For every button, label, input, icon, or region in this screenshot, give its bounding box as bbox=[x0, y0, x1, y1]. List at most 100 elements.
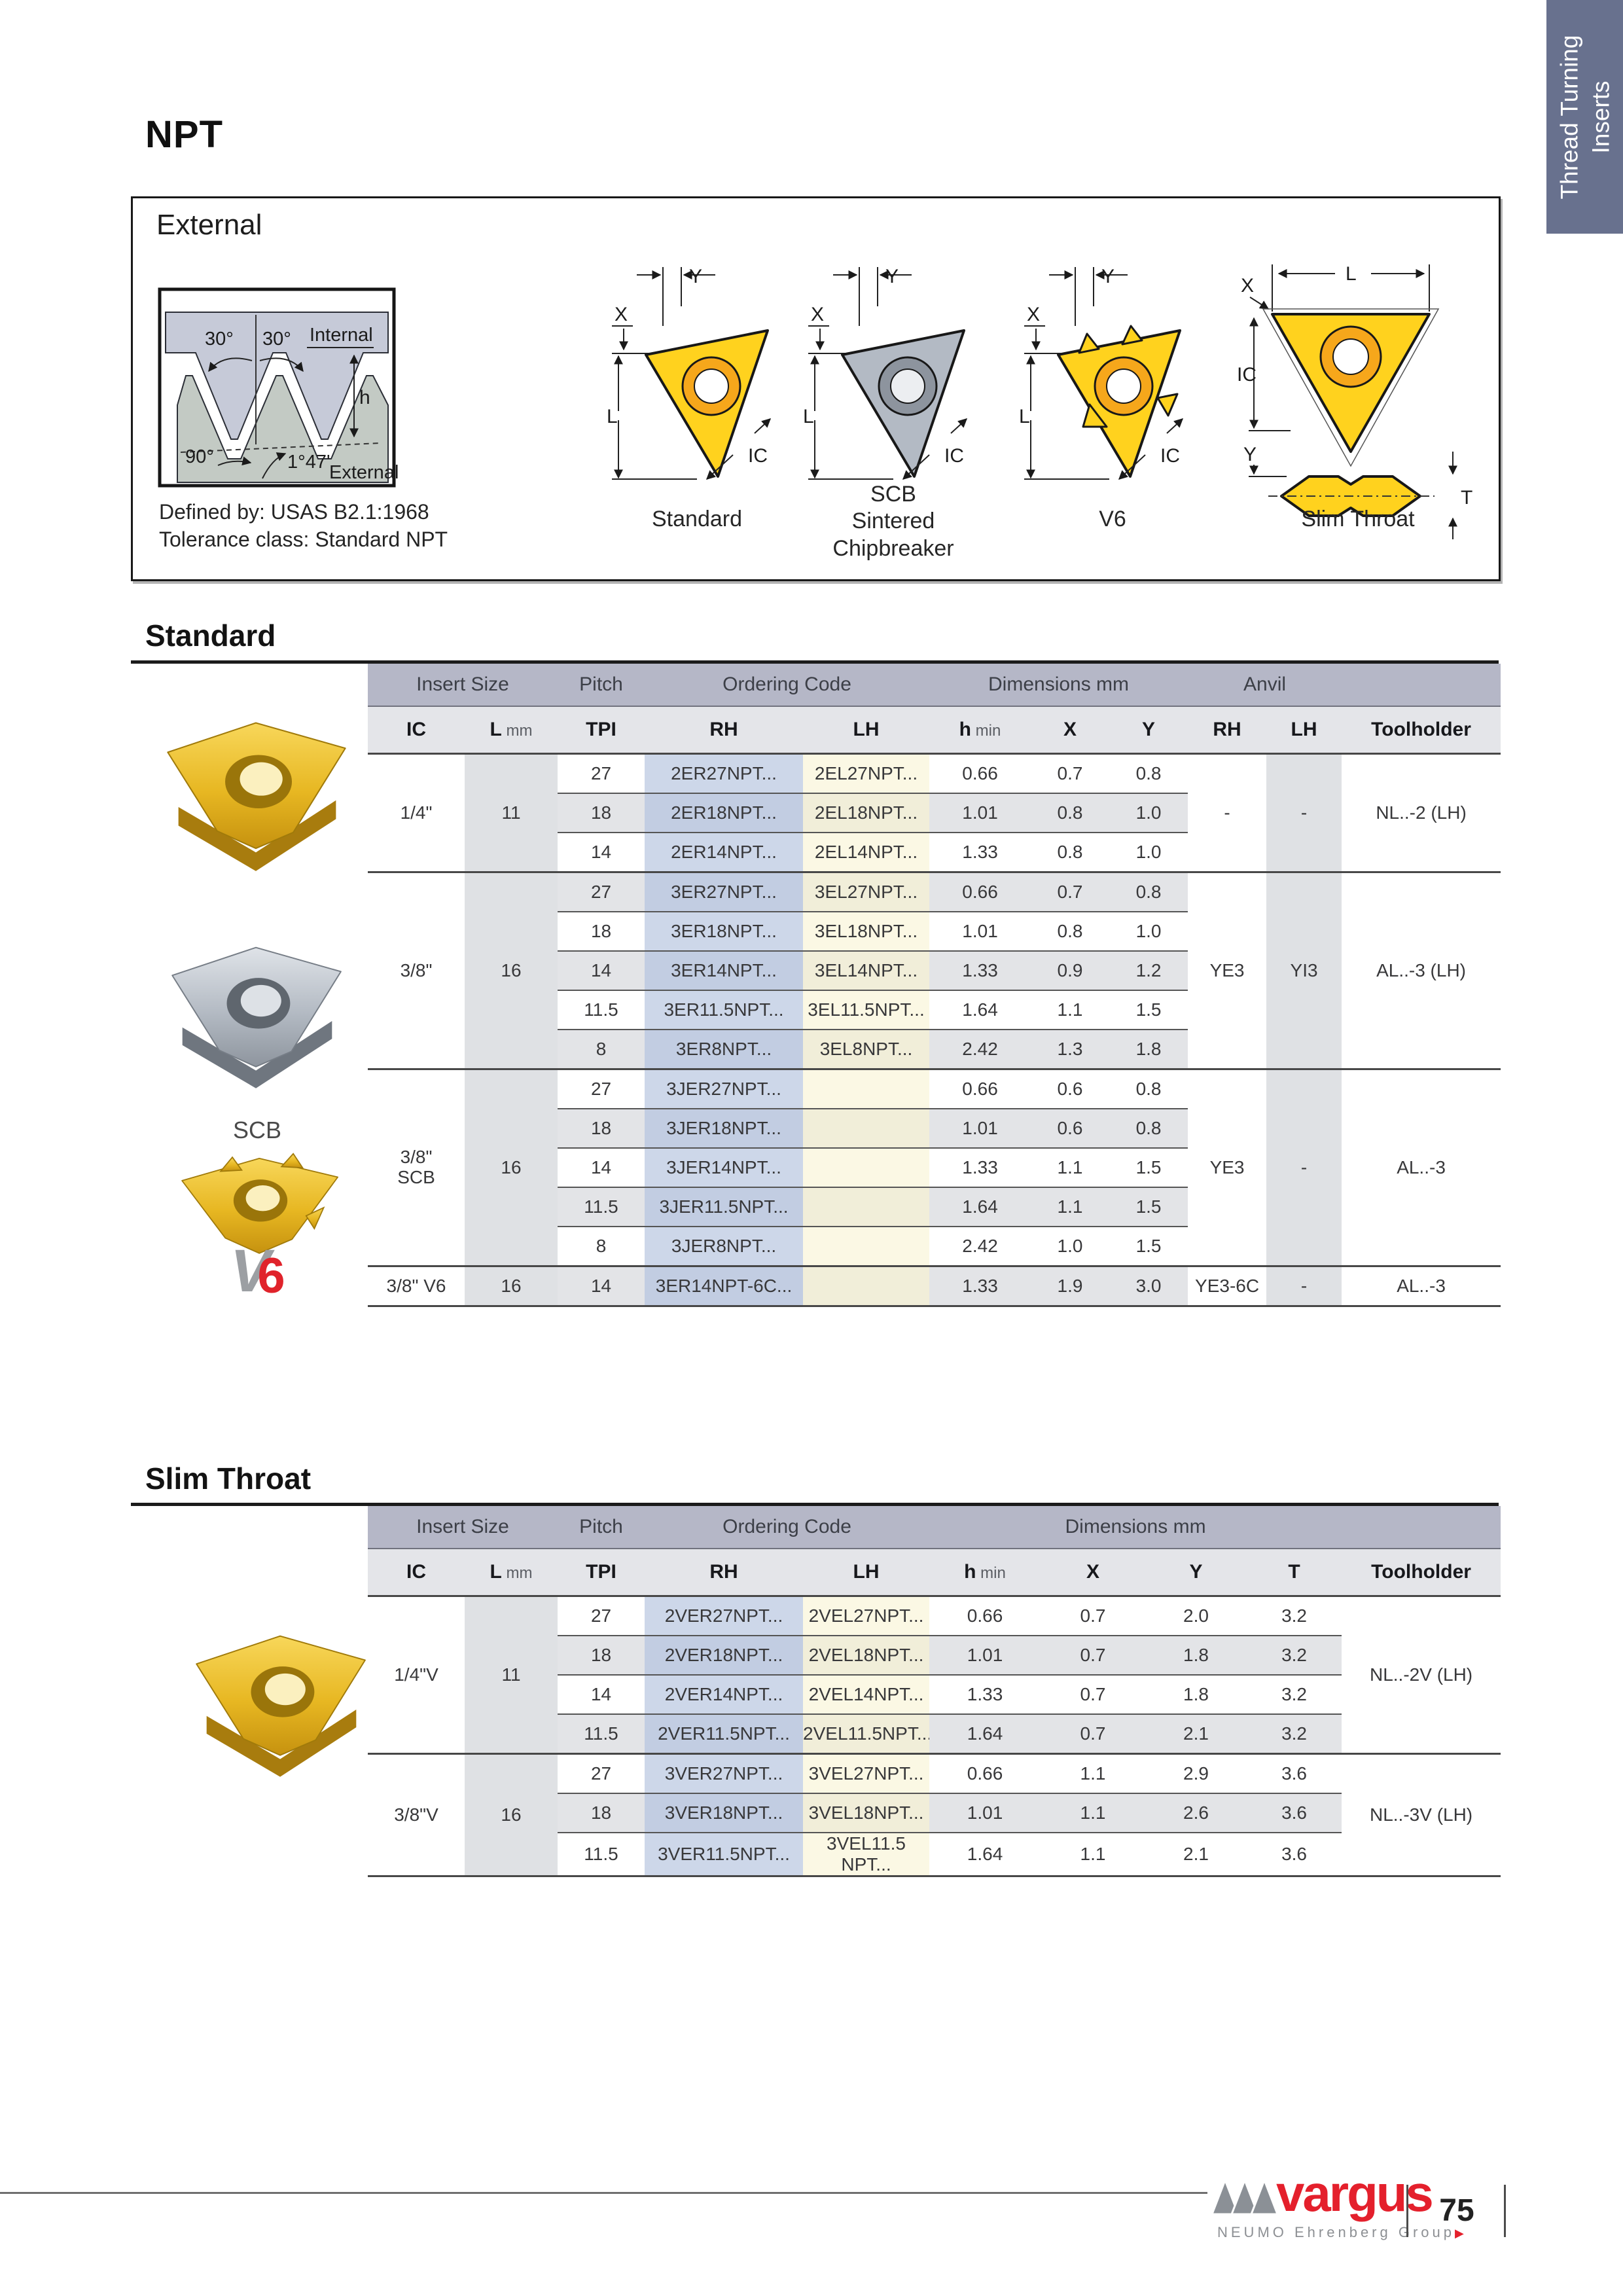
cell-tpi: 8 bbox=[596, 1236, 607, 1256]
cell-tpi: 14 bbox=[590, 842, 612, 862]
header-group: Dimensions mm bbox=[929, 664, 1188, 707]
svg-text:L: L bbox=[1346, 263, 1357, 285]
table-row: 11.5 2VER11.5NPT... 2VEL11.5NPT... 1.64 0.7 2… bbox=[368, 1714, 1501, 1754]
cell-ordering-code-rh: 3JER8NPT... bbox=[645, 1227, 804, 1266]
scb-insert-photo bbox=[171, 946, 342, 1088]
footer-divider-right bbox=[1504, 2185, 1506, 2237]
table-row: 1/4" 11 27 2ER27NPT... 2EL27NPT... 0.66 0.7 0.8… bbox=[368, 753, 1501, 872]
vargus-logo-text: vargus bbox=[1276, 2164, 1434, 2222]
internal-thread-shape bbox=[165, 312, 389, 440]
cell-ordering-code-rh: 3JER18NPT... bbox=[645, 1109, 804, 1149]
column-header-ic: IC bbox=[368, 706, 465, 755]
cell-x: 1.1 bbox=[1041, 1753, 1146, 1794]
diagram-label-slim-throat: Slim Throat bbox=[1301, 507, 1415, 531]
column-header-tpi: TPI bbox=[558, 1549, 645, 1597]
v6-logo: V 6 bbox=[230, 1234, 348, 1304]
cell-x: 1.1 bbox=[1080, 1844, 1106, 1864]
svg-text:Y: Y bbox=[885, 266, 899, 287]
table-row: 11.5 3VER11.5NPT... 3VEL11.5 NPT... 1.64 1.1… bbox=[368, 1833, 1501, 1876]
cell-x: 0.7 bbox=[1041, 1675, 1146, 1715]
cell-y: 1.5 bbox=[1109, 1187, 1188, 1227]
svg-text:X: X bbox=[811, 304, 824, 325]
slim-throat-insert-diagram: L X IC Y T bbox=[1237, 263, 1472, 539]
cell-y: 0.8 bbox=[1109, 1109, 1188, 1149]
column-header-h: h min bbox=[929, 706, 1031, 755]
cell-insert-size: 3/8"V bbox=[368, 1753, 465, 1876]
cell-x: 1.9 bbox=[1031, 1265, 1110, 1306]
scb-photo-label: SCB bbox=[232, 1117, 282, 1143]
cell-t: 3.2 bbox=[1247, 1636, 1342, 1676]
cell-tpi: 27 bbox=[558, 1068, 645, 1109]
column-header-lh: LH bbox=[1266, 706, 1342, 755]
cell-length: 16 bbox=[465, 1265, 558, 1306]
column-header-y: Y bbox=[1109, 706, 1188, 755]
cell-toolholder: NL..-3V (LH) bbox=[1342, 1753, 1501, 1876]
cell-h-min: 1.64 bbox=[967, 1844, 1003, 1864]
cell-x: 0.9 bbox=[1031, 951, 1110, 991]
cell-length: 16 bbox=[465, 1753, 558, 1876]
column-header-x: X bbox=[1041, 1549, 1146, 1597]
cell-tpi: 18 bbox=[558, 1636, 645, 1676]
cell-ordering-code-lh: 2VEL14NPT... bbox=[803, 1675, 930, 1715]
cell-tpi: 14 bbox=[558, 1265, 645, 1306]
v6-insert-photo bbox=[181, 1153, 338, 1254]
cell-insert-size: 1/4" bbox=[400, 802, 433, 823]
cell-ordering-code-rh: 2ER18NPT... bbox=[645, 793, 804, 833]
cell-anvil-rh: YE3 bbox=[1188, 871, 1267, 1069]
cell-ordering-code-lh: 3EL27NPT... bbox=[803, 871, 930, 912]
cell-length: 11 bbox=[465, 753, 558, 872]
cell-toolholder: AL..-3 bbox=[1342, 1068, 1501, 1266]
table-row: 11.5 3JER11.5NPT... 1.64 1.1 1.5 bbox=[368, 1187, 1501, 1227]
v6-insert-diagram: Y X L IC bbox=[1019, 266, 1184, 480]
thread-profile-diagram: 30° 30° Internal h 90° 1°47' External bbox=[158, 287, 399, 488]
cell-y: 2.6 bbox=[1145, 1793, 1247, 1833]
header-group bbox=[1342, 1506, 1501, 1549]
table-row: 1/4"V 11 27 2VER27NPT... 2VEL27NPT... 0.66 0.7… bbox=[368, 1596, 1501, 1754]
cell-tpi: 8 bbox=[558, 1030, 645, 1069]
column-header-x: X bbox=[1031, 706, 1110, 755]
table-row: 3/8"V 16 27 3VER27NPT... 3VEL27NPT... 0.66 1.1… bbox=[368, 1753, 1501, 1876]
table-row: 3/8" 16 27 3ER27NPT... 3EL27NPT... 0.66 0.7 0.8… bbox=[368, 871, 1501, 1069]
v6-logo-6: 6 bbox=[257, 1248, 285, 1304]
table-row: 18 3JER18NPT... 1.01 0.6 0.8 bbox=[368, 1109, 1501, 1149]
cell-ordering-code-lh bbox=[803, 1227, 930, 1266]
cell-tpi: 14 bbox=[558, 1675, 645, 1715]
column-header-lh: LH bbox=[803, 706, 930, 755]
footer-rule bbox=[0, 2192, 1207, 2194]
column-header-ic: IC bbox=[368, 1549, 465, 1597]
cell-ordering-code-rh: 2VER11.5NPT... bbox=[645, 1714, 804, 1754]
cell-tpi: 11.5 bbox=[558, 1714, 645, 1754]
column-header-tpi: TPI bbox=[558, 706, 645, 755]
standard-insert-photo bbox=[167, 722, 346, 871]
cell-anvil-lh: - bbox=[1266, 1068, 1342, 1266]
external-thread-shape bbox=[177, 375, 389, 483]
page-title: NPT bbox=[145, 113, 223, 156]
scb-insert-diagram: Y X L IC bbox=[803, 266, 968, 480]
cell-y: 1.8 bbox=[1109, 1030, 1188, 1069]
cell-t: 3.2 bbox=[1247, 1714, 1342, 1754]
cell-t: 3.6 bbox=[1281, 1844, 1307, 1864]
cell-ordering-code-lh: 3EL11.5NPT... bbox=[803, 990, 930, 1030]
table-row: 3/8" SCB 16 27 3JER27NPT... 0.66 0.6 0.8 YE3- AL… bbox=[368, 1068, 1501, 1266]
cell-t: 3.6 bbox=[1247, 1753, 1342, 1794]
cell-h-min: 1.64 bbox=[929, 990, 1031, 1030]
cell-tpi: 11.5 bbox=[584, 1844, 618, 1864]
svg-text:External: External bbox=[329, 462, 399, 483]
cell-y: 0.8 bbox=[1109, 1068, 1188, 1109]
cell-t: 3.6 bbox=[1247, 1793, 1342, 1833]
cell-x: 0.7 bbox=[1031, 871, 1110, 912]
cell-anvil-lh: YI3 bbox=[1266, 871, 1342, 1069]
column-header-l: L mm bbox=[465, 1549, 558, 1597]
cell-x: 0.8 bbox=[1031, 912, 1110, 952]
cell-ordering-code-lh bbox=[803, 1109, 930, 1149]
column-header-rh: RH bbox=[1188, 706, 1267, 755]
svg-text:X: X bbox=[615, 304, 628, 325]
header-group: Dimensions mm bbox=[929, 1506, 1342, 1549]
side-tab-thread-turning-inserts: Thread Turning Inserts bbox=[1546, 0, 1623, 234]
cell-tpi: 11.5 bbox=[558, 1187, 645, 1227]
column-header-rh: RH bbox=[645, 1549, 804, 1597]
diagram-label-v6: V6 bbox=[1099, 507, 1126, 531]
column-header-rh: RH bbox=[645, 706, 804, 755]
cell-ordering-code-lh: 3VEL11.5 NPT... bbox=[803, 1833, 930, 1876]
cell-ordering-code-lh: 2EL14NPT... bbox=[803, 833, 930, 872]
